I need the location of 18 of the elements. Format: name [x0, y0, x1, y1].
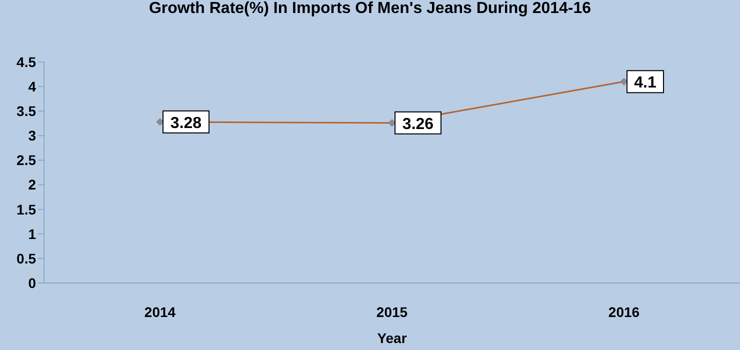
y-tick-label: 2.5 — [16, 152, 36, 168]
y-tick-label: 1 — [28, 226, 36, 242]
y-tick-label: 3.5 — [16, 103, 36, 120]
data-label: 3.28 — [170, 114, 202, 132]
y-tick-label: 3 — [28, 128, 36, 144]
x-tick-label: 2015 — [376, 304, 408, 320]
y-tick-label: 0.5 — [16, 250, 36, 266]
x-axis-title: Year — [377, 330, 408, 346]
x-tick-label: 2016 — [608, 304, 640, 320]
y-tick-label: 4.5 — [16, 54, 36, 70]
y-tick-label: 4 — [28, 78, 36, 95]
y-tick-label: 0 — [28, 274, 36, 291]
y-tick-label: 1.5 — [16, 201, 36, 218]
x-tick-label: 2014 — [144, 304, 176, 320]
y-tick-label: 2 — [28, 176, 36, 193]
data-label: 3.26 — [402, 116, 434, 133]
data-label: 4.1 — [634, 74, 656, 92]
chart-title: Growth Rate(%) In Imports Of Men's Jeans During 2014-16 — [148, 0, 592, 19]
